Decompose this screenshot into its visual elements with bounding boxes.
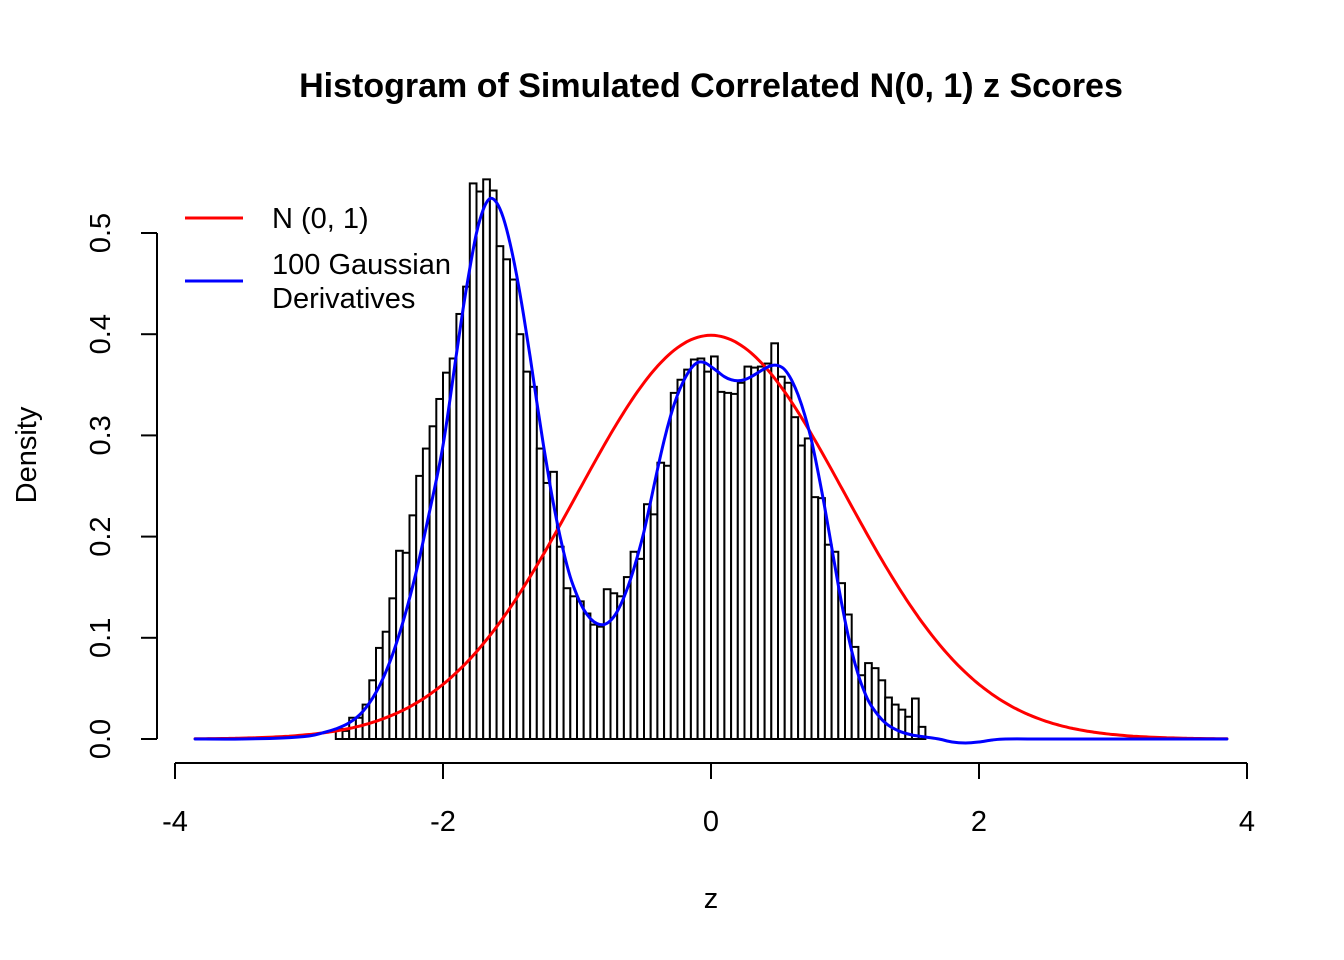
histogram-bar xyxy=(475,190,485,740)
histogram-bar xyxy=(522,370,532,740)
histogram-bar xyxy=(602,588,612,740)
histogram-bar xyxy=(756,365,766,740)
y-axis: 0.0 0.1 0.2 0.3 0.4 0.5 xyxy=(85,213,158,759)
histogram-bar xyxy=(509,278,518,740)
histogram-bar xyxy=(810,496,820,740)
histogram-bar xyxy=(502,258,511,740)
histogram-bar xyxy=(576,600,585,740)
y-tick-label: 0.5 xyxy=(85,213,117,253)
y-tick-label: 0.3 xyxy=(85,415,117,455)
histogram-bar xyxy=(589,623,599,741)
x-tick-label: 2 xyxy=(971,806,987,838)
histogram-bar xyxy=(354,716,364,740)
histogram-bar xyxy=(696,357,706,740)
histogram-bar xyxy=(596,625,605,740)
histogram-bar xyxy=(870,667,880,740)
y-tick-label: 0.0 xyxy=(85,719,117,759)
legend-label-derivatives-line2: Derivatives xyxy=(272,283,415,315)
histogram-bar xyxy=(803,437,813,740)
y-axis-title: Density xyxy=(11,406,43,503)
histogram-bar xyxy=(388,597,398,741)
histogram-bar xyxy=(569,595,578,740)
histogram-bar xyxy=(736,381,746,740)
density-curves xyxy=(193,196,1229,745)
histogram-bar xyxy=(890,703,900,741)
histogram-bar xyxy=(716,390,726,740)
gaussian-derivatives-curve xyxy=(193,196,1229,745)
histogram-bar xyxy=(911,697,920,741)
x-axis: -4 -2 0 2 4 xyxy=(162,762,1255,838)
histogram-bar xyxy=(750,366,759,740)
histogram-bar xyxy=(723,391,733,740)
histogram-bar xyxy=(482,178,491,741)
histogram-bar xyxy=(777,375,786,740)
histogram-bar xyxy=(582,612,592,741)
y-tick-label: 0.1 xyxy=(85,618,117,658)
legend: N (0, 1) 100 Gaussian Derivatives xyxy=(185,203,451,315)
histogram-bar xyxy=(555,545,565,740)
x-tick-label: 4 xyxy=(1239,806,1255,838)
histogram-bar xyxy=(689,358,699,740)
histogram-bar xyxy=(790,416,800,740)
histogram-bar xyxy=(877,679,887,740)
x-axis-title: z xyxy=(704,883,719,915)
histogram-bar xyxy=(448,357,458,740)
histogram-bar xyxy=(743,365,753,740)
histogram-bar xyxy=(529,385,538,740)
histogram-bar xyxy=(535,447,545,740)
histogram-bars xyxy=(334,178,927,741)
histogram-bar xyxy=(917,725,927,740)
chart-title: Histogram of Simulated Correlated N(0, 1… xyxy=(299,67,1123,105)
histogram-bar xyxy=(669,391,679,740)
histogram-bar xyxy=(636,557,645,740)
x-tick-label: 0 xyxy=(703,806,719,838)
histogram-bar xyxy=(817,497,826,741)
histogram-bar xyxy=(562,587,572,741)
histogram-bar xyxy=(783,381,793,740)
y-tick-label: 0.2 xyxy=(85,516,117,556)
histogram-bar xyxy=(643,503,652,740)
histogram-bar xyxy=(730,392,739,740)
histogram-bar xyxy=(622,576,632,741)
histogram-bar xyxy=(488,189,498,740)
histogram-bar xyxy=(770,342,779,740)
histogram-bar xyxy=(663,464,672,740)
histogram-bar xyxy=(515,333,525,740)
histogram-bar xyxy=(797,444,806,740)
legend-label-normal: N (0, 1) xyxy=(272,203,369,235)
x-tick-label: -2 xyxy=(430,806,456,838)
histogram-bar xyxy=(649,513,659,741)
histogram-bar xyxy=(763,362,773,740)
histogram-bar xyxy=(703,370,712,740)
histogram-bar xyxy=(462,285,471,740)
legend-label-derivatives-line1: 100 Gaussian xyxy=(272,249,451,281)
histogram-bar xyxy=(676,378,686,740)
histogram-bar xyxy=(897,708,907,741)
histogram-bar xyxy=(455,312,465,740)
histogram-bar xyxy=(656,461,666,740)
normal-curve xyxy=(193,333,1229,741)
y-tick-label: 0.4 xyxy=(85,314,117,354)
x-tick-label: -4 xyxy=(162,806,188,838)
histogram-bar xyxy=(542,481,552,740)
histogram-bar xyxy=(616,595,625,740)
histogram-bar xyxy=(381,630,391,740)
histogram-bar xyxy=(368,679,377,740)
histogram-bar xyxy=(495,245,505,740)
histogram-bar xyxy=(823,543,833,741)
histogram-bar xyxy=(884,696,893,741)
histogram-bar xyxy=(341,729,351,741)
histogram-bar xyxy=(683,368,692,740)
histogram-bar xyxy=(710,355,719,740)
